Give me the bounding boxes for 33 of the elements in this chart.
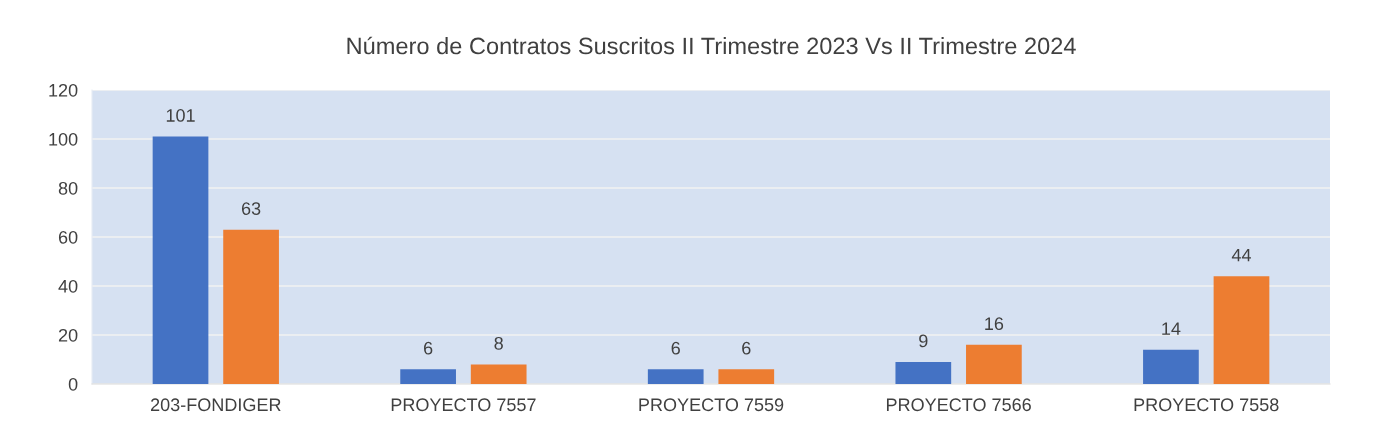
- data-label: 9: [919, 334, 928, 348]
- y-tick-label: 40: [58, 279, 78, 293]
- bar: [647, 369, 704, 384]
- data-label: 8: [494, 336, 503, 350]
- y-tick-label: 80: [58, 181, 78, 195]
- y-tick-label: 100: [49, 132, 78, 146]
- data-label: 14: [1162, 322, 1181, 335]
- data-label: 6: [424, 341, 433, 355]
- bar: [966, 344, 1022, 384]
- bar: [470, 364, 527, 384]
- bar: [223, 229, 279, 384]
- x-tick-label: PROYECTO 7566: [886, 398, 1031, 412]
- x-tick-label: 203-FONDIGER: [150, 398, 281, 412]
- data-label: 6: [671, 341, 680, 355]
- x-tick-label: PROYECTO 7559: [639, 398, 784, 412]
- chart-title: Número de Contratos Suscritos II Trimestre 2023 Vs II Trimestre 2024: [347, 36, 1076, 55]
- bar: [1213, 276, 1270, 384]
- data-label: 6: [742, 341, 751, 355]
- bar: [1143, 349, 1199, 384]
- y-tick-label: 120: [49, 83, 78, 97]
- x-tick-label: PROYECTO 7557: [391, 398, 536, 412]
- y-tick-label: 20: [58, 328, 78, 342]
- bar: [152, 136, 209, 384]
- bar: [895, 361, 952, 384]
- x-tick-label: PROYECTO 7558: [1134, 398, 1279, 412]
- data-label: 101: [166, 109, 195, 122]
- data-label: 16: [985, 317, 1004, 331]
- y-tick-label: 60: [58, 230, 78, 244]
- y-tick-label: 0: [68, 377, 78, 391]
- bar: [400, 369, 456, 384]
- bar: [718, 369, 775, 384]
- data-label: 44: [1231, 248, 1251, 262]
- data-label: 63: [241, 202, 261, 215]
